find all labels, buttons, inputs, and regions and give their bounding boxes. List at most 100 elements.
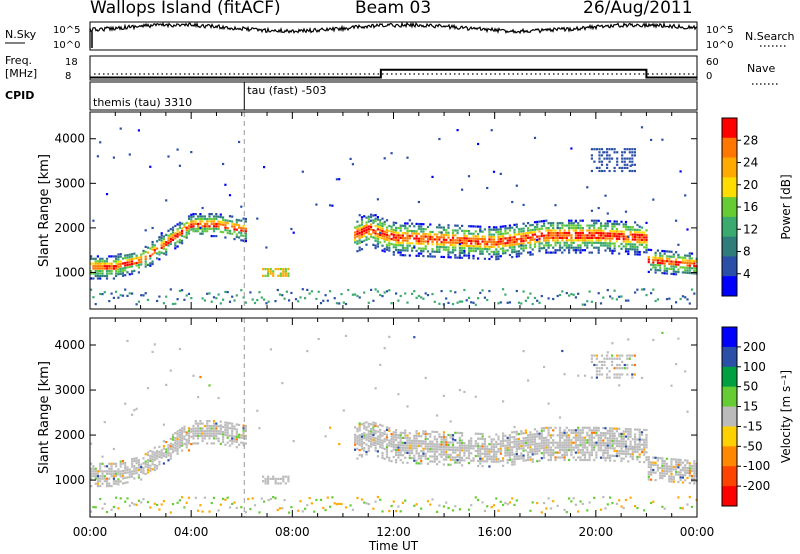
echo-cell: [401, 249, 404, 252]
echo-cell: [181, 227, 184, 230]
echo-cell: [231, 295, 234, 298]
echo-cell: [470, 301, 473, 304]
echo-cell: [497, 240, 500, 243]
echo-cell: [623, 166, 626, 169]
echo-cell: [178, 446, 181, 449]
echo-cell: [135, 467, 138, 470]
echo-cell: [424, 376, 427, 379]
echo-cell: [504, 293, 507, 296]
echo-cell: [287, 268, 290, 271]
echo-cell: [520, 232, 523, 235]
echo-cell: [406, 461, 409, 464]
echo-cell: [317, 290, 320, 293]
echo-cell: [638, 241, 641, 244]
echo-cell: [358, 434, 361, 437]
echo-cell: [663, 250, 666, 253]
echo-cell: [190, 225, 193, 229]
echo-cell: [621, 169, 624, 173]
echo-cell: [517, 242, 521, 246]
echo-cell: [372, 443, 375, 446]
echo-cell: [206, 420, 209, 423]
echo-cell: [162, 237, 165, 240]
echo-cell: [527, 251, 530, 254]
echo-cell: [618, 440, 621, 443]
echo-cell: [467, 462, 471, 465]
echo-cell: [572, 449, 575, 452]
echo-cell: [517, 455, 521, 458]
echo-cell: [381, 451, 384, 455]
echo-cell: [511, 448, 514, 451]
echo-cell: [454, 239, 457, 242]
echo-cell: [365, 221, 368, 224]
echo-cell: [90, 485, 93, 488]
echo-cell: [381, 510, 384, 513]
echo-cell: [233, 440, 236, 443]
echo-cell: [183, 223, 186, 226]
echo-cell: [572, 497, 575, 500]
echo-cell: [445, 441, 448, 444]
echo-cell: [242, 227, 245, 230]
echo-cell: [447, 446, 450, 449]
echo-cell: [424, 247, 427, 250]
echo-cell: [672, 468, 675, 471]
echo-cell: [627, 252, 630, 256]
echo-cell: [486, 445, 489, 448]
echo-cell: [92, 267, 95, 270]
echo-cell: [224, 428, 227, 431]
echo-cell: [647, 458, 650, 461]
echo-cell: [672, 263, 675, 266]
echo-cell: [474, 247, 477, 250]
echo-cell: [395, 229, 398, 232]
echo-cell: [447, 256, 450, 259]
echo-cell: [422, 452, 425, 455]
echo-cell: [540, 444, 543, 447]
echo-cell: [595, 354, 598, 357]
echo-cell: [392, 221, 395, 224]
echo-cell: [554, 229, 557, 232]
echo-cell: [108, 300, 111, 303]
echo-cell: [611, 447, 614, 450]
echo-cell: [240, 289, 243, 292]
echo-cell: [112, 156, 115, 159]
echo-cell: [436, 238, 439, 241]
echo-cell: [611, 342, 614, 345]
echo-cell: [392, 251, 395, 254]
echo-cell: [684, 459, 687, 462]
echo-cell: [385, 226, 389, 229]
echo-cell: [684, 254, 687, 257]
echo-cell: [565, 241, 568, 244]
echo-cell: [602, 444, 605, 447]
echo-cell: [597, 249, 600, 252]
echo-cell: [690, 467, 694, 470]
echo-cell: [502, 400, 505, 403]
echo-cell: [385, 238, 389, 241]
echo-cell: [524, 444, 527, 447]
echo-cell: [483, 447, 486, 451]
echo-cell: [609, 242, 612, 245]
echo-cell: [558, 456, 562, 459]
echo-cell: [638, 436, 641, 439]
echo-cell: [483, 247, 486, 251]
echo-cell: [197, 424, 200, 428]
echo-cell: [579, 449, 582, 452]
echo-cell: [185, 231, 188, 234]
echo-cell: [183, 435, 186, 438]
echo-cell: [624, 455, 628, 458]
echo-cell: [165, 241, 168, 244]
echo-cell: [670, 470, 673, 473]
echo-cell: [626, 354, 629, 357]
echo-cell: [156, 247, 159, 250]
echo-cell: [598, 154, 601, 157]
echo-cell: [645, 438, 648, 441]
x-tick-label: 12:00: [376, 525, 411, 539]
echo-cell: [611, 439, 614, 442]
echo-cell: [513, 460, 516, 463]
echo-cell: [677, 253, 680, 256]
echo-cell: [608, 357, 611, 360]
echo-cell: [461, 439, 464, 442]
echo-cell: [224, 443, 227, 446]
echo-cell: [483, 240, 486, 243]
echo-cell: [424, 435, 427, 438]
echo-cell: [231, 220, 234, 223]
echo-cell: [356, 496, 359, 500]
